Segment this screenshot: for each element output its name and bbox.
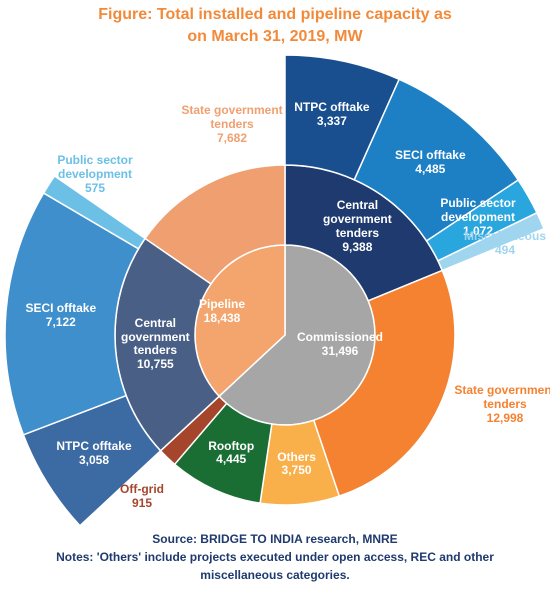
segment-name: Off-grid [120,482,164,497]
segment-value: 9,388 [342,239,373,254]
segment-name: Commissioned [296,330,383,345]
segment-value: 10,755 [136,357,174,372]
segment-name: Public sector development [57,153,133,182]
label-box: Public sector development 575 [40,145,150,205]
label-box: Miscellaneous 494 [460,214,550,274]
segment [144,164,286,285]
label-box: SECI offtake 4,485 [375,133,485,193]
label-box: State government tenders 7,682 [177,95,287,155]
segment-name: NTPC offtake [56,439,132,454]
label-box: Central government tenders 9,388 [302,197,412,257]
segment-name: Pipeline [198,297,245,312]
notes: Notes: 'Others' include projects execute… [56,550,494,582]
label-box: Others 3,750 [242,434,352,494]
segment-name: SECI offtake [25,301,97,316]
segment-value: 4,485 [415,162,446,177]
segment [312,269,456,498]
label-box: Commissioned 31,496 [285,315,395,375]
segment-name: Central government tenders [120,315,190,358]
segment-value: 7,122 [45,315,76,330]
segment-name: NTPC offtake [294,100,370,115]
segment-value: 575 [84,180,106,195]
segment-name: State government tenders [454,383,550,412]
label-box: Off-grid 915 [87,467,197,527]
segment-value: 4,445 [216,452,247,467]
segment-name: Central government tenders [323,198,392,241]
footer-box: Source: BRIDGE TO INDIA research, MNRE N… [40,530,510,584]
segment-value: 915 [131,496,153,510]
segment-value: 494 [494,243,516,257]
label-box: Public sector development 1,072 [438,188,518,248]
segment-value: 3,337 [316,113,347,128]
label-box: Pipeline 18,438 [167,282,277,342]
segment-name: Others [277,449,316,464]
segment-name: State government tenders [181,103,283,132]
segment-name: SECI offtake [394,148,466,163]
chart-title: Figure: Total installed and pipeline cap… [98,6,452,46]
segment-value: 3,750 [281,463,312,478]
label-box: NTPC offtake 3,058 [39,424,149,484]
segment-value: 3,058 [78,452,109,467]
label-box: NTPC offtake 3,337 [277,85,387,145]
segment-value: 7,682 [216,130,248,145]
source: Source: BRIDGE TO INDIA research, MNRE [152,532,398,546]
segment-name: Rooftop [208,438,255,453]
segment-value: 12,998 [486,410,524,425]
segment-name: Public sector development [440,196,516,225]
label-box: Rooftop 4,445 [176,423,286,483]
segment-value: 18,438 [203,311,241,325]
footer: Source: BRIDGE TO INDIA research, MNRE N… [40,530,510,584]
rings [4,54,546,527]
title-box: Figure: Total installed and pipeline cap… [98,6,452,46]
segment-name: Miscellaneous [463,229,547,244]
segment-value: 31,496 [321,344,359,358]
segment-value: 1,072 [462,223,494,238]
label-box: SECI offtake 7,122 [6,286,116,346]
label-box: Central government tenders 10,755 [100,314,210,374]
label-box: State government tenders 12,998 [450,375,550,435]
